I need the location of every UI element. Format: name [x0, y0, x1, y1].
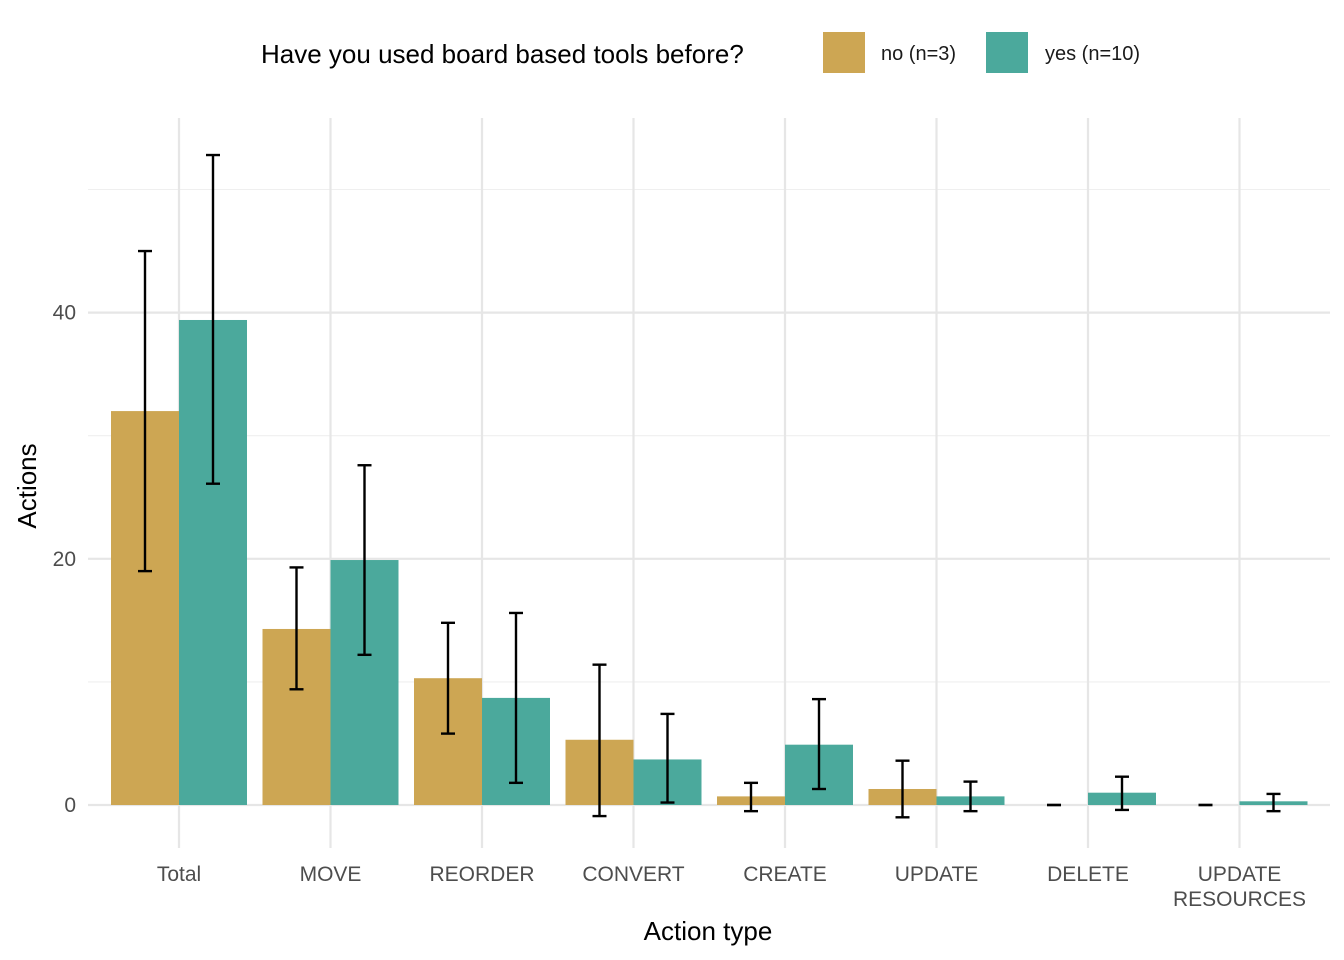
- legend-label: yes (n=10): [1045, 43, 1140, 65]
- error-bars: [138, 153, 1281, 819]
- error-bar-yes-2: [509, 611, 523, 785]
- x-tick-label: CREATE: [743, 863, 827, 886]
- error-bar-no-1: [289, 566, 304, 691]
- legend-swatch: [986, 32, 1028, 73]
- error-bar-yes-4: [812, 697, 826, 791]
- legend-item-yes: yes (n=10): [986, 32, 1140, 73]
- error-bar-no-0: [138, 249, 152, 573]
- x-tick-label: REORDER: [429, 863, 534, 886]
- error-bar-yes-3: [660, 712, 675, 804]
- x-tick-label: CONVERT: [582, 863, 684, 886]
- error-bar-no-4: [744, 781, 758, 813]
- error-bar-yes-5: [963, 780, 978, 813]
- legend: Have you used board based tools before? …: [261, 32, 1140, 73]
- y-tick-label: 0: [64, 794, 76, 817]
- x-axis: Total MOVE REORDER CONVERT CREATE UPDATE DELET…: [157, 863, 1306, 911]
- x-tick-label: UPDATE RESOURCES: [1173, 863, 1306, 911]
- gridlines: [88, 118, 1330, 848]
- x-tick-label: DELETE: [1047, 863, 1129, 886]
- legend-item-no: no (n=3): [823, 32, 956, 73]
- bars: [111, 319, 1308, 805]
- x-tick-label: Total: [157, 863, 201, 886]
- error-bar-yes-6: [1115, 775, 1129, 812]
- y-tick-label: 40: [53, 302, 76, 325]
- error-bar-yes-7: [1266, 792, 1281, 813]
- error-bar-no-3: [592, 663, 607, 818]
- error-bar-no-2: [441, 621, 455, 735]
- legend-label: no (n=3): [881, 43, 956, 65]
- legend-swatch: [823, 32, 865, 73]
- y-tick-label: 20: [53, 548, 76, 571]
- legend-title: Have you used board based tools before?: [261, 39, 744, 69]
- x-tick-label: UPDATE: [895, 863, 979, 886]
- y-axis: 0 20 40: [53, 302, 76, 817]
- y-axis-title: Actions: [12, 443, 42, 528]
- error-bar-yes-0: [206, 153, 220, 485]
- error-bar-yes-1: [357, 464, 372, 657]
- x-axis-title: Action type: [644, 916, 773, 946]
- plot-area: [88, 118, 1330, 848]
- error-bar-no-5: [895, 759, 910, 819]
- x-tick-label: MOVE: [300, 863, 362, 886]
